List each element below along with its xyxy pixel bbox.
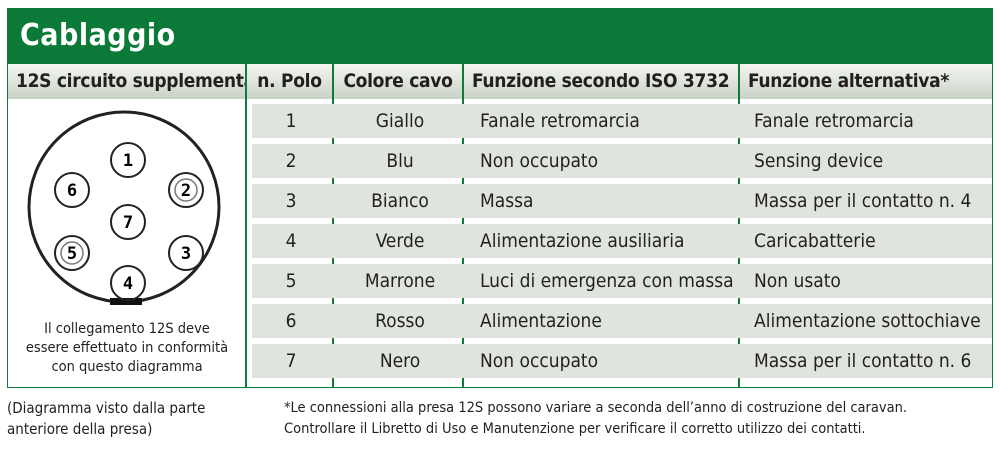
diagram-caption: Il collegamento 12S deve xyxy=(44,321,210,337)
cell-iso: Alimentazione xyxy=(480,310,602,332)
pin-5-circle xyxy=(54,235,90,271)
pin-2-circle xyxy=(174,178,198,202)
cell-alt: Massa per il contatto n. 6 xyxy=(754,350,972,372)
pin-5-circle xyxy=(60,241,84,265)
header-colore: Colore cavo xyxy=(334,64,462,99)
cell-iso: Alimentazione ausiliaria xyxy=(480,230,685,252)
pin-4-circle xyxy=(110,265,146,301)
pin-label: 7 xyxy=(123,213,133,233)
pin-label: 6 xyxy=(67,181,77,201)
pin-3-circle xyxy=(168,235,204,271)
divider xyxy=(8,63,992,64)
pin-label: 2 xyxy=(181,181,191,201)
footer-note-right: Controllare il Libretto di Uso e Manuten… xyxy=(284,421,866,437)
pin-2-circle xyxy=(168,172,204,208)
footer-note-right: *Le connessioni alla presa 12S possono v… xyxy=(284,400,907,416)
pin-label: 5 xyxy=(67,244,77,264)
connector-diagram: 1 2 3 4 5 6 7 xyxy=(27,110,221,305)
cell-colore: Blu xyxy=(386,150,414,172)
header-polo: n. Polo xyxy=(247,64,332,99)
cell-iso: Non occupato xyxy=(480,150,599,172)
cell-polo: 1 xyxy=(285,110,297,132)
pin-label: 1 xyxy=(123,151,133,171)
cell-iso: Luci di emergenza con massa xyxy=(480,270,734,292)
cell-polo: 6 xyxy=(285,310,297,332)
pin-1-circle xyxy=(110,142,146,178)
cell-polo: 7 xyxy=(285,350,297,372)
pin-label: 4 xyxy=(123,274,133,294)
table-row: 2 Blu Non occupato Sensing device xyxy=(252,144,992,178)
footer-note-left: (Diagramma visto dalla parte xyxy=(7,399,206,417)
diagram-caption: essere effettuato in conformità xyxy=(25,340,229,356)
cell-polo: 3 xyxy=(285,190,297,212)
cell-polo: 4 xyxy=(285,230,297,252)
cell-polo: 5 xyxy=(285,270,297,292)
cell-alt: Non usato xyxy=(754,270,841,292)
table-row: 4 Verde Alimentazione ausiliaria Caricabatt… xyxy=(252,224,992,258)
cell-alt: Fanale retromarcia xyxy=(754,110,914,132)
divider xyxy=(245,64,247,387)
cell-colore: Rosso xyxy=(375,310,425,332)
pin-label: 3 xyxy=(181,244,191,264)
pin-6-circle xyxy=(54,172,90,208)
table-row: 1 Giallo Fanale retromarcia Fanale retromar… xyxy=(252,104,992,138)
cell-alt: Sensing device xyxy=(754,150,884,172)
cell-colore: Bianco xyxy=(371,190,429,212)
header-12s: 12S circuito supplementare xyxy=(8,64,245,99)
cell-alt: Massa per il contatto n. 4 xyxy=(754,190,972,212)
cell-colore: Nero xyxy=(379,350,421,372)
pin-7-circle xyxy=(110,204,146,240)
header-iso: Funzione secondo ISO 3732 xyxy=(464,64,738,99)
cell-alt: Caricabatterie xyxy=(754,230,876,252)
cell-iso: Massa xyxy=(480,190,534,212)
table-row: 6 Rosso Alimentazione Alimentazione sottoch… xyxy=(252,304,992,338)
diagram-caption: con questo diagramma xyxy=(51,359,203,375)
cell-iso: Fanale retromarcia xyxy=(480,110,640,132)
footer-note-left: anteriore della presa) xyxy=(7,420,153,438)
cell-colore: Marrone xyxy=(364,270,436,292)
table-row: 3 Bianco Massa Massa per il contatto n. 4 xyxy=(252,184,992,218)
table-row: 7 Nero Non occupato Massa per il contatto n… xyxy=(252,344,992,378)
cell-colore: Verde xyxy=(375,230,425,252)
cell-colore: Giallo xyxy=(375,110,425,132)
table-row: 5 Marrone Luci di emergenza con massa Non u… xyxy=(252,264,992,298)
wiring-table: Cablaggio 12S circuito supplementare n. … xyxy=(7,8,993,388)
header-alt: Funzione alternativa* xyxy=(740,64,992,99)
cell-polo: 2 xyxy=(285,150,297,172)
cell-alt: Alimentazione sottochiave xyxy=(754,310,981,332)
cell-iso: Non occupato xyxy=(480,350,599,372)
table-title: Cablaggio xyxy=(8,9,992,63)
